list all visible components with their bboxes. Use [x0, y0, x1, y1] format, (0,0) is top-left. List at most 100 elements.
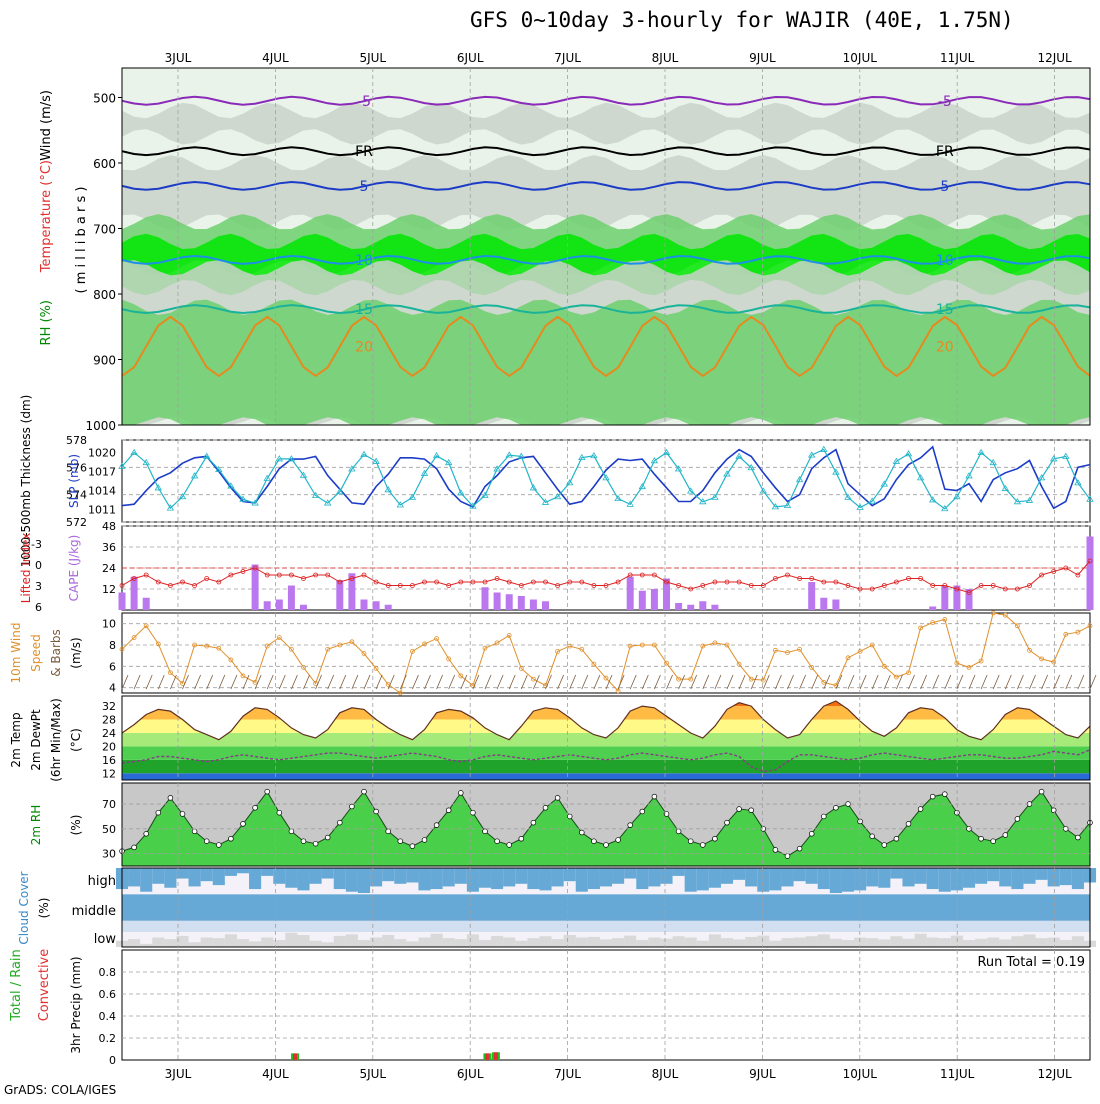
cloud-low-bar	[527, 938, 540, 947]
lifted-index-point	[1039, 572, 1044, 578]
wind10-point	[664, 660, 669, 666]
cape-bar	[650, 589, 658, 610]
rh2m-point	[397, 838, 404, 844]
isotherm-label: 15	[936, 302, 954, 318]
lifted-index-point	[518, 583, 524, 588]
wind10-point	[167, 670, 173, 676]
cloud-low-bar	[478, 940, 492, 947]
wind10-point	[1027, 647, 1032, 653]
lifted-index-point	[760, 583, 766, 588]
cloud-high-bar	[309, 868, 322, 884]
slp-point	[178, 492, 187, 500]
lifted-index-point	[603, 583, 609, 588]
slp-point	[287, 455, 296, 462]
rh2m-point	[881, 842, 888, 848]
wind10-point	[627, 643, 633, 649]
cloud-frame	[121, 867, 1091, 948]
temp-ytick: 28	[102, 714, 116, 727]
cloud-low-bar	[975, 938, 988, 947]
lifted-index-point	[446, 583, 452, 588]
cloud-high-bar	[866, 868, 879, 887]
rh2m-point	[869, 833, 875, 840]
rh2m-point	[155, 809, 162, 816]
temp-band	[122, 746, 1090, 760]
wind10-barb	[460, 674, 468, 690]
cloud-low-bar	[503, 937, 516, 947]
cloud-high-bar	[612, 868, 625, 884]
bottom-day-label: 10JUL	[843, 1067, 878, 1081]
isotherm-FR	[121, 146, 1091, 157]
lifted-index-point	[881, 583, 887, 588]
wind10-barb	[581, 674, 589, 690]
upper-air-ytick: 600	[93, 157, 116, 171]
temp-band	[122, 773, 1090, 780]
upper-air-rh-label: RH (%)	[39, 300, 54, 345]
upper-air-ytick: 500	[93, 91, 116, 105]
lifted-index-point	[434, 579, 440, 585]
rh2m-area	[122, 791, 1090, 866]
slp-point	[239, 495, 247, 502]
lifted-index-point	[954, 586, 960, 592]
slp-point	[699, 498, 707, 505]
cloud-high-bar	[890, 868, 903, 879]
temp-axis-label-1: 2m Temp	[9, 712, 23, 767]
cloud-high-bar	[648, 868, 661, 887]
rh2m-point	[675, 828, 682, 835]
precip-ytick: 0	[109, 1054, 116, 1067]
slp-point	[142, 458, 150, 466]
wind10-barb	[375, 674, 383, 690]
lifted-index-point	[1063, 565, 1069, 571]
cloud-low-bar	[1047, 937, 1060, 947]
isotherm--5	[121, 95, 1091, 106]
lifted-index-point	[349, 576, 355, 581]
upper-air-wind-label: Wind (m/s)	[39, 90, 54, 161]
wind10-point	[506, 633, 512, 638]
wind10-barb	[1077, 674, 1085, 690]
slp-point	[977, 448, 985, 456]
wind10-barb	[508, 674, 516, 690]
lifted-index-point	[724, 579, 730, 585]
wind10-point	[869, 642, 875, 648]
slp-point	[190, 472, 199, 479]
slp-point	[904, 450, 913, 457]
temp-ytick: 12	[102, 767, 116, 780]
rh2m-point	[494, 838, 500, 844]
lifted-index-point	[1051, 569, 1057, 574]
slp-point	[384, 486, 392, 493]
lifted-axis-label: Lifted Index	[19, 533, 33, 604]
isotherm-label: FR	[355, 144, 373, 160]
wind10-point	[809, 665, 815, 670]
slp-point	[735, 452, 743, 459]
cloud-low-bar	[164, 939, 177, 947]
slp-point	[928, 496, 937, 503]
rh2m-point	[1014, 816, 1021, 822]
slp-point	[941, 504, 949, 512]
bottom-day-label: 9JUL	[749, 1067, 776, 1081]
isotherm-label: 5	[360, 179, 369, 195]
rh2m-point	[385, 828, 391, 835]
slp-point	[578, 453, 586, 461]
cloud-low-bar	[999, 939, 1012, 947]
cloud-low-bar	[273, 940, 286, 947]
slp-point	[662, 448, 671, 456]
cloud-high-bar	[394, 868, 407, 884]
cloud-low-bar	[720, 938, 734, 947]
lifted-ytick: 3	[35, 580, 42, 593]
isotherm-label: 15	[355, 302, 373, 318]
slp-point	[590, 451, 598, 459]
lifted-index-point	[1002, 586, 1008, 592]
cape-bar	[663, 578, 670, 610]
wind10-barb	[157, 674, 165, 690]
cloud-high-bar	[914, 868, 927, 884]
slp-point	[529, 484, 538, 491]
rh2m-point	[1075, 834, 1081, 841]
cape-bar	[336, 580, 344, 610]
cloud-high-bar	[382, 868, 395, 882]
precip-total-label: Total / Rain	[9, 949, 24, 1022]
slp-point	[807, 451, 816, 458]
wind10-barb	[666, 674, 673, 690]
lifted-index-point	[857, 586, 863, 592]
wind10-point	[906, 670, 911, 676]
wind10-barb	[351, 674, 359, 690]
cloud-low-bar	[817, 934, 830, 947]
